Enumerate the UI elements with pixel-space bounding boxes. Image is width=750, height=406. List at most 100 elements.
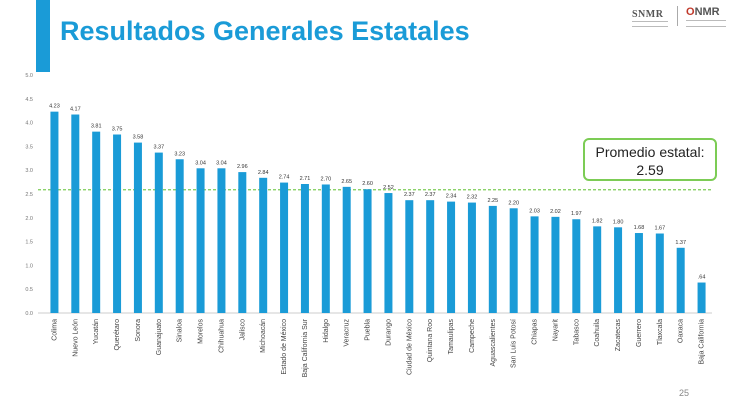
y-tick-label: 1.0: [25, 263, 33, 269]
onmr-logo: ONMR: [686, 6, 720, 18]
snmr-logo: SNMR: [632, 9, 664, 20]
category-label: Guanajuato: [156, 319, 163, 355]
category-label: Sonora: [135, 319, 142, 342]
bar: [593, 226, 602, 313]
category-label: Michoacán: [260, 319, 267, 353]
bar: [634, 233, 643, 313]
category-label: Yucatán: [93, 319, 100, 344]
bar-value-label: 2.71: [300, 176, 311, 182]
bar: [259, 177, 268, 313]
bar: [405, 200, 414, 313]
bar-value-label: 2.25: [487, 198, 498, 204]
bar: [321, 184, 330, 313]
bar: [71, 114, 80, 314]
bar: [655, 233, 664, 313]
bar: [426, 200, 435, 313]
bar: [676, 247, 685, 313]
y-tick-label: 3.0: [25, 168, 33, 174]
onmr-logo-text: NMR: [694, 6, 720, 18]
category-label: Baja California Sur: [302, 318, 309, 377]
bar-value-label: 3.37: [153, 145, 164, 151]
y-tick-label: 3.5: [25, 144, 33, 150]
bar: [175, 159, 184, 313]
bar-value-label: 3.04: [195, 160, 206, 166]
bar: [447, 201, 456, 313]
value-labels-group: 4.23 4.17 3.81 3.75 3.58 3.37 3.23 3.04 3.04 2.96…: [49, 104, 705, 281]
category-labels-group: Colima Nuevo León Yucatán Querétaro Sonora Gu…: [51, 318, 705, 377]
page-number: 25: [679, 388, 690, 398]
category-label: Durango: [385, 319, 392, 346]
bars-group: [50, 111, 706, 314]
bar-value-label: 1.37: [675, 240, 686, 246]
category-label: Colima: [51, 319, 58, 341]
y-tick-label: 0.0: [25, 311, 33, 317]
category-label: Coahuila: [594, 319, 601, 347]
category-label: Nuevo León: [72, 319, 79, 357]
average-callout: Promedio estatal: 2.59: [583, 138, 717, 181]
logo-divider: [677, 6, 678, 26]
bar: [92, 131, 101, 313]
bar: [113, 134, 122, 313]
bar-value-label: 2.20: [508, 200, 519, 206]
category-label: Chihuahua: [218, 319, 225, 353]
category-label: Quintana Roo: [427, 319, 434, 362]
bar-value-label: 3.23: [174, 151, 185, 157]
category-label: Estado de México: [281, 319, 288, 375]
category-label: Veracruz: [344, 319, 351, 347]
y-tick-label: 0.5: [25, 287, 33, 293]
bar: [488, 205, 497, 313]
category-label: Puebla: [365, 319, 372, 341]
category-label: Sinaloa: [177, 319, 184, 342]
snmr-logo-subtext: [632, 21, 668, 27]
category-label: Baja California: [699, 319, 706, 365]
bar-value-label: 2.52: [383, 185, 394, 191]
title-accent-bar: [36, 0, 50, 72]
bar-value-label: .64: [698, 275, 706, 281]
bar-value-label: 2.37: [404, 192, 415, 198]
bar: [467, 202, 476, 313]
bar: [154, 152, 163, 313]
bar-value-label: 1.97: [571, 211, 582, 217]
bar-value-label: 3.58: [133, 135, 144, 141]
bar: [572, 219, 581, 313]
bar-value-label: 2.60: [362, 181, 373, 187]
bar-value-label: 2.32: [467, 195, 478, 201]
category-label: Morelos: [198, 319, 205, 344]
category-label: Nayarit: [552, 319, 559, 341]
bar-value-label: 1.82: [592, 218, 603, 224]
bar: [133, 142, 142, 313]
bar-value-label: 4.17: [70, 107, 81, 113]
bar: [217, 168, 226, 313]
bar-value-label: 2.02: [550, 209, 561, 215]
y-tick-label: 4.5: [25, 97, 33, 103]
category-label: Hidalgo: [323, 319, 330, 343]
bar: [300, 184, 309, 313]
category-label: Querétaro: [114, 319, 121, 351]
bar-value-label: 2.34: [446, 194, 457, 200]
bar-value-label: 2.03: [529, 208, 540, 214]
category-label: San Luis Potosí: [511, 319, 518, 368]
bar-value-label: 2.65: [341, 179, 352, 185]
bar: [50, 111, 59, 313]
bar: [280, 182, 289, 313]
page-title: Resultados Generales Estatales: [60, 16, 470, 46]
bar: [363, 189, 372, 313]
category-label: Chiapas: [532, 319, 539, 345]
bar-value-label: 2.84: [258, 170, 269, 176]
y-tick-label: 2.0: [25, 216, 33, 222]
bar-value-label: 2.96: [237, 164, 248, 170]
category-label: Tamaulipas: [448, 319, 455, 355]
bar-value-label: 1.68: [634, 225, 645, 231]
bar: [238, 172, 247, 313]
category-label: Aguascalientes: [490, 319, 497, 367]
average-value: 2.59: [636, 162, 664, 178]
category-label: Campeche: [469, 319, 476, 353]
y-tick-label: 5.0: [25, 73, 33, 79]
y-axis-ticks: 0.0 0.5 1.0 1.5 2.0 2.5 3.0 3.5 4.0 4.5 5.0: [25, 73, 33, 317]
bar-value-label: 1.80: [613, 219, 624, 225]
bar: [509, 208, 518, 313]
bar: [530, 216, 539, 313]
bar: [384, 193, 393, 313]
bar-value-label: 4.23: [49, 104, 60, 110]
bar-value-label: 2.70: [320, 176, 331, 182]
